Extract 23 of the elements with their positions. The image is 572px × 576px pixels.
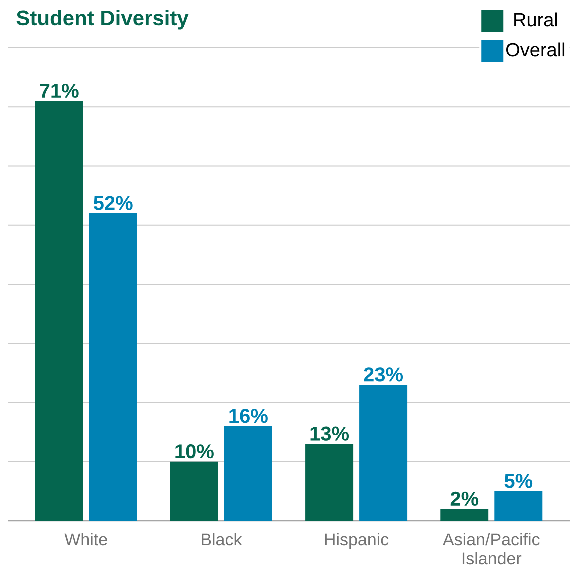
bar (440, 509, 489, 521)
data-label: 2% (450, 492, 479, 506)
bar (224, 426, 272, 521)
legend-label: Rural (514, 12, 558, 27)
bar (306, 444, 354, 521)
x-tick-label: White (64, 533, 108, 546)
data-label: 16% (230, 409, 268, 424)
data-label: 23% (364, 368, 404, 382)
x-tick-label: Hispanic (325, 533, 389, 550)
data-label: 10% (176, 444, 214, 459)
x-tick-label: Black (202, 533, 242, 546)
bar (170, 462, 218, 521)
bar (360, 385, 408, 521)
bar (494, 491, 543, 521)
data-label: 52% (94, 196, 133, 210)
data-label: 71% (40, 84, 79, 98)
bar (35, 101, 84, 521)
x-tick-label: Asian/Pacific Islander (443, 533, 540, 565)
bar (89, 214, 138, 521)
data-label: 13% (310, 426, 350, 441)
chart-title: Student Diversity (16, 10, 189, 30)
legend-label: Overall (506, 42, 565, 57)
data-label: 5% (504, 474, 533, 488)
